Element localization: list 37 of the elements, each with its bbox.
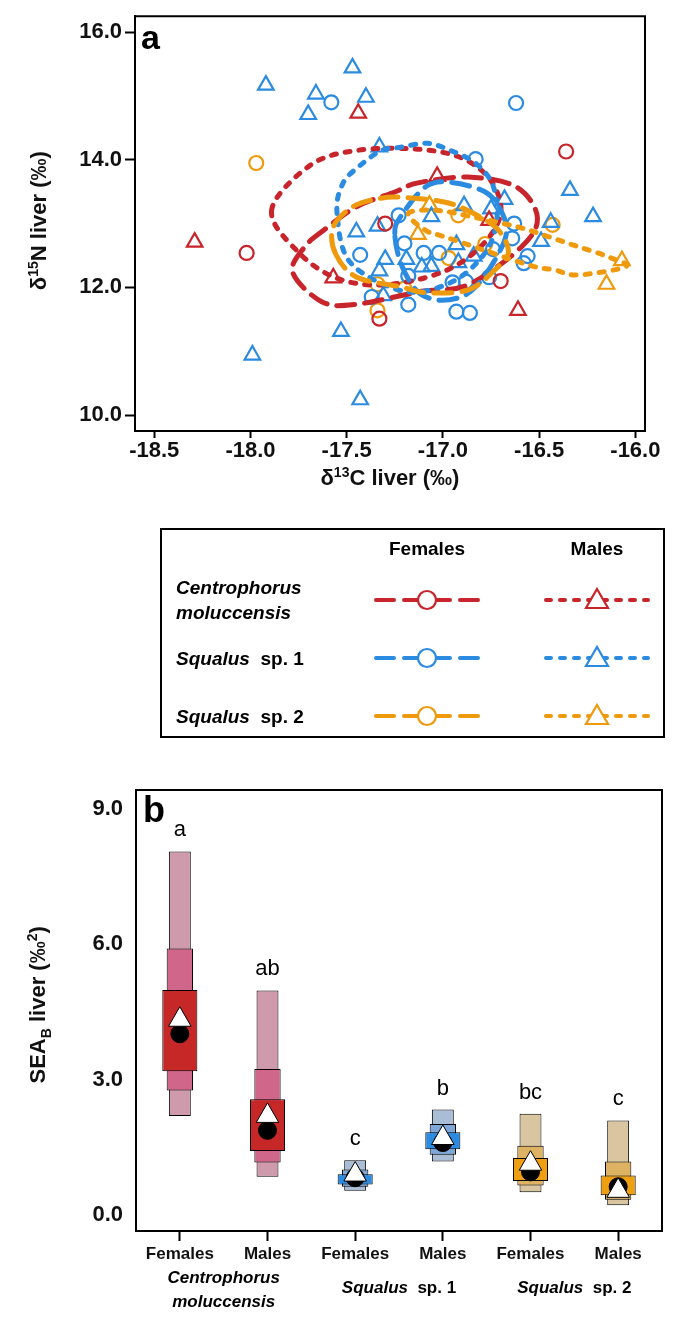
data-label: bc <box>518 1078 543 1104</box>
y-tick-label: 3.0 <box>92 1065 123 1091</box>
x-axis-title: δ$^{13}$C liver (‰) <box>320 463 460 491</box>
data-label: b <box>436 1074 449 1100</box>
x-tick-label: -17.5 <box>321 437 372 463</box>
text: Squalus sp. 2 <box>517 1278 632 1297</box>
x-tick-label: -16.0 <box>610 437 661 463</box>
text: Males <box>570 538 624 560</box>
category-label: Squalus sp. 1 <box>176 647 304 669</box>
x-tick-label: -17.0 <box>417 437 468 463</box>
x-tick-label: Females <box>321 1243 390 1263</box>
y-tick-label: 16.0 <box>79 18 122 44</box>
x-tick-label: Males <box>594 1243 642 1263</box>
text: Centrophorus moluccensis <box>167 1268 280 1311</box>
annotation: a <box>141 17 161 56</box>
text: Females <box>388 538 466 560</box>
x-tick-label: Males <box>243 1243 292 1263</box>
y-tick-label: 12.0 <box>79 273 122 299</box>
text: Squalus sp. 1 <box>341 1278 457 1297</box>
category-label: Squalus sp. 2 <box>176 705 304 727</box>
data-label: c <box>349 1125 361 1151</box>
category-label: Centrophorus moluccensis <box>176 576 303 625</box>
y-tick-label: 14.0 <box>79 145 122 171</box>
y-tick-label: 10.0 <box>79 401 122 427</box>
x-tick-label: Males <box>419 1243 467 1263</box>
data-label: c <box>612 1085 624 1111</box>
y-tick-label: 0.0 <box>92 1201 123 1227</box>
y-tick-label: 6.0 <box>92 930 123 956</box>
annotation: b <box>143 788 165 830</box>
x-tick-label: -18.5 <box>129 437 180 463</box>
x-tick-label: Females <box>145 1243 214 1263</box>
data-label: ab <box>255 955 280 981</box>
y-tick-label: 9.0 <box>92 795 123 821</box>
x-tick-label: -18.0 <box>225 437 276 463</box>
x-tick-label: -16.5 <box>514 437 565 463</box>
x-tick-label: Females <box>496 1243 565 1263</box>
data-label: a <box>173 816 187 842</box>
